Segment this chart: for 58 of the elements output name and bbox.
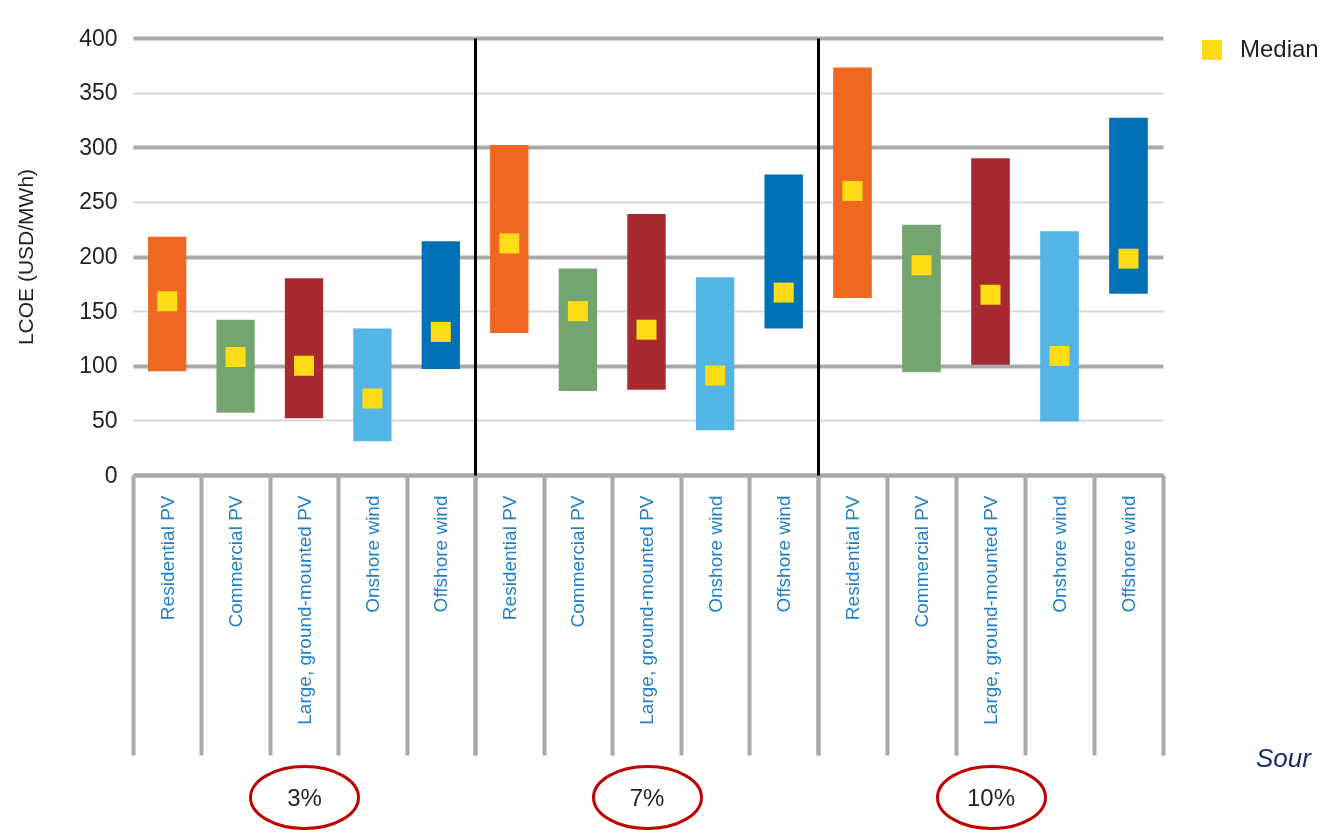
x-tick-label: Onshore wind: [361, 495, 383, 613]
bar: [148, 236, 187, 372]
y-tick-label: 350: [79, 79, 118, 106]
bar: [627, 213, 666, 390]
y-tick-label: 100: [79, 352, 118, 379]
x-tick-label: Offshore wind: [430, 495, 452, 613]
x-tick-label: Residential PV: [156, 495, 178, 621]
text: Sour: [1256, 743, 1311, 773]
bar: [833, 67, 872, 299]
x-axis-title: 10%: [966, 783, 1016, 811]
bar: [902, 224, 941, 373]
bar: [695, 277, 735, 431]
bar: [1040, 231, 1079, 422]
y-tick-label: 150: [79, 297, 118, 324]
x-tick-label: Commercial PV: [911, 495, 932, 628]
y-tick-label: 400: [79, 24, 118, 51]
bar: [284, 278, 324, 419]
x-tick-label: Residential PV: [498, 495, 520, 621]
point: [911, 255, 932, 276]
point: [636, 319, 657, 340]
x-tick-label: Offshore wind: [773, 495, 795, 613]
x-tick-label: Large, ground-mounted PV: [980, 495, 1001, 725]
point: [842, 180, 863, 201]
x-tick-label: Large, ground-mounted PV: [293, 495, 315, 725]
point: [1118, 248, 1139, 269]
x-tick-label: Offshore wind: [1118, 495, 1139, 613]
bar: [558, 268, 598, 391]
point: [499, 233, 520, 254]
point: [1049, 345, 1070, 366]
point: [225, 347, 246, 368]
point: [430, 321, 451, 342]
bar: [490, 145, 529, 333]
point: [294, 355, 314, 376]
x-tick-label: Residential PV: [842, 495, 863, 621]
x-tick-label: Onshore wind: [1049, 495, 1070, 613]
bar: [1109, 117, 1148, 294]
point: [705, 365, 726, 386]
point: [362, 388, 383, 409]
y-tick-label: 0: [104, 461, 118, 488]
x-tick-label: Commercial PV: [225, 495, 247, 628]
x-tick-label: Large, ground-mounted PV: [636, 495, 657, 725]
point: [157, 291, 178, 312]
point: [773, 282, 794, 303]
x-axis-title: 7%: [629, 783, 665, 811]
x-axis-title: 3%: [287, 783, 322, 811]
y-tick-label: 50: [91, 406, 118, 433]
bar: [421, 241, 460, 370]
legend-label: Median: [1240, 35, 1319, 62]
y-axis-title: LCOE (USD/MWh): [14, 168, 38, 346]
point: [567, 301, 588, 322]
y-tick-label: 300: [79, 133, 118, 160]
point: [980, 284, 1001, 305]
bar: [764, 174, 803, 329]
x-tick-label: Onshore wind: [704, 495, 726, 613]
bar: [971, 158, 1010, 365]
y-tick-label: 250: [79, 188, 118, 215]
x-tick-label: Commercial PV: [567, 495, 589, 628]
y-tick-label: 200: [79, 243, 118, 269]
